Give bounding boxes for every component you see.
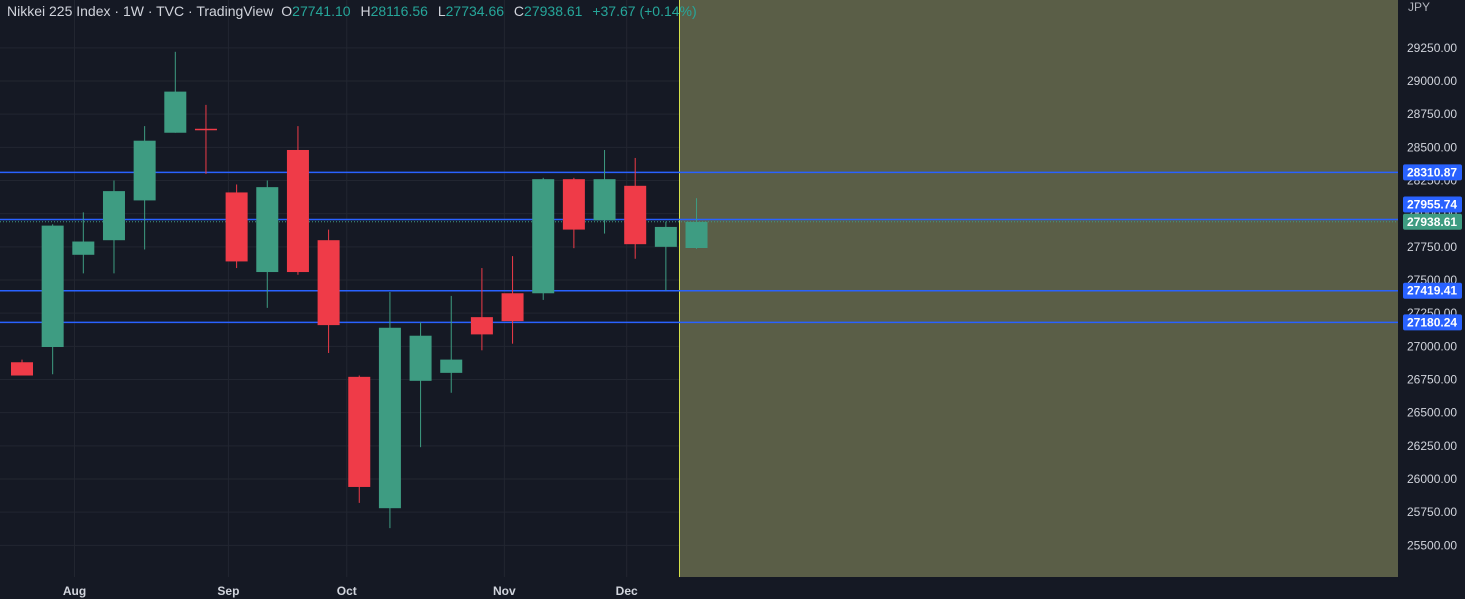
candle-body	[225, 192, 248, 262]
high-label: H	[360, 3, 371, 19]
candle-body	[348, 376, 371, 487]
candle-body	[41, 225, 64, 347]
last-price-badge: 27938.61	[1403, 213, 1462, 230]
candle-body	[440, 359, 463, 373]
change-value: +37.67 (+0.14%)	[592, 3, 697, 19]
candle-body	[164, 91, 187, 133]
last-price-badge-bg	[1403, 213, 1462, 230]
candle-up[interactable]	[133, 126, 156, 250]
candle-up[interactable]	[409, 322, 432, 448]
price-tick-label: 28750.00	[1407, 107, 1457, 121]
candle-up[interactable]	[532, 177, 555, 300]
candle-down[interactable]	[194, 104, 217, 174]
candle-up[interactable]	[685, 198, 708, 249]
level-badge-bg	[1403, 282, 1462, 299]
candle-body	[317, 240, 340, 326]
candle-body	[72, 241, 95, 255]
level-badge-bg	[1403, 164, 1462, 181]
candle-body	[286, 149, 309, 273]
candle-up[interactable]	[102, 180, 125, 274]
time-tick-label: Sep	[217, 584, 239, 598]
time-axis[interactable]: Aug Sep Oct Nov Dec	[63, 584, 638, 598]
candle-body	[624, 185, 647, 245]
candle-body	[256, 187, 279, 273]
close-value: 27938.61	[524, 3, 583, 19]
price-tick-label: 27000.00	[1407, 339, 1457, 353]
candle-body	[378, 327, 401, 509]
price-tick-label: 29000.00	[1407, 74, 1457, 88]
candle-down[interactable]	[286, 126, 309, 275]
close-label: C	[513, 3, 525, 19]
price-tick-label: 26500.00	[1407, 406, 1457, 420]
level-badge-bg	[1403, 196, 1462, 213]
candle-body	[593, 179, 616, 221]
candle-body	[409, 335, 432, 381]
candle-body	[133, 140, 156, 201]
low-value: 27734.66	[445, 3, 505, 19]
level-badge-bg	[1403, 314, 1462, 331]
candle-down[interactable]	[562, 177, 585, 249]
candle-down[interactable]	[470, 268, 493, 351]
candle-up[interactable]	[41, 224, 64, 375]
candle-down[interactable]	[11, 359, 33, 376]
time-tick-label: Nov	[493, 584, 516, 598]
time-tick-label: Oct	[337, 584, 357, 598]
candle-up[interactable]	[72, 212, 95, 274]
level-badge-text: 27180.24	[1407, 315, 1457, 329]
open-label: O	[281, 3, 293, 19]
level-badge: 27955.74	[1403, 196, 1462, 213]
level-badge: 27419.41	[1403, 282, 1462, 299]
level-badge-text: 28310.87	[1407, 165, 1457, 179]
price-tick-label: 25750.00	[1407, 505, 1457, 519]
price-tick-label: 26250.00	[1407, 439, 1457, 453]
candle-up[interactable]	[654, 221, 677, 291]
candle-body	[11, 362, 33, 376]
level-badge-text: 27955.74	[1407, 198, 1457, 212]
price-tick-label: 25500.00	[1407, 538, 1457, 552]
time-tick-label: Dec	[616, 584, 638, 598]
candle-body	[562, 179, 585, 230]
candle-up[interactable]	[440, 295, 463, 393]
candle-body	[654, 226, 677, 247]
price-axis-background	[1398, 0, 1465, 599]
candles[interactable]	[11, 51, 708, 529]
candle-body	[102, 191, 125, 241]
candle-down[interactable]	[348, 375, 371, 503]
candle-up[interactable]	[593, 149, 616, 234]
candle-body	[501, 293, 524, 322]
price-tick-label: 26000.00	[1407, 472, 1457, 486]
candle-body	[194, 128, 217, 131]
price-badges: 28310.87 27955.74 27419.41 27180.24 27938.61	[1403, 164, 1462, 331]
last-price-badge-text: 27938.61	[1407, 215, 1457, 229]
candle-down[interactable]	[501, 256, 524, 344]
currency-label: JPY	[1408, 0, 1431, 14]
level-badge-text: 27419.41	[1407, 284, 1457, 298]
open-value: 27741.10	[292, 3, 351, 19]
candle-body	[532, 179, 555, 294]
low-label: L	[437, 3, 446, 19]
candle-up[interactable]	[164, 51, 187, 133]
price-axis[interactable]: 29250.0029000.0028750.0028500.0028250.00…	[1398, 0, 1465, 599]
candle-body	[470, 317, 493, 335]
candle-down[interactable]	[317, 229, 340, 353]
price-tick-label: 27750.00	[1407, 240, 1457, 254]
candle-body	[685, 221, 708, 249]
future-highlight-area	[679, 0, 1398, 577]
symbol-title[interactable]: Nikkei 225 Index · 1W · TVC · TradingVie…	[7, 3, 274, 19]
candle-up[interactable]	[256, 180, 279, 308]
price-tick-label: 28500.00	[1407, 140, 1457, 154]
candle-up[interactable]	[378, 291, 401, 529]
candle-down[interactable]	[225, 184, 248, 269]
chart-legend: Nikkei 225 Index · 1W · TVC · TradingVie…	[7, 2, 703, 20]
level-badge: 27180.24	[1403, 314, 1462, 331]
price-tick-label: 26750.00	[1407, 373, 1457, 387]
level-badge: 28310.87	[1403, 164, 1462, 181]
time-tick-label: Aug	[63, 584, 86, 598]
price-tick-label: 29250.00	[1407, 41, 1457, 55]
candle-down[interactable]	[624, 157, 647, 259]
high-value: 28116.56	[370, 3, 428, 19]
